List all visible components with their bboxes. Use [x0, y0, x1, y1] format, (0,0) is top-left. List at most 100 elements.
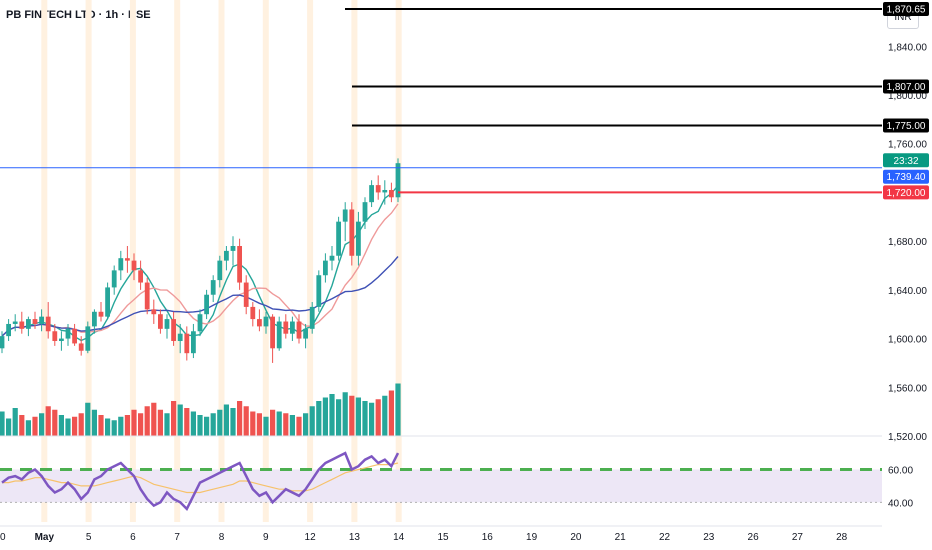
volume-bar	[382, 395, 388, 436]
candle-body	[224, 250, 229, 261]
volume-bar	[210, 413, 216, 436]
volume-bar	[45, 406, 51, 436]
volume-bar	[296, 416, 302, 436]
volume-bar	[190, 411, 196, 436]
candle-body	[125, 258, 130, 261]
rsi-line	[1, 451, 400, 512]
rsi-tick-label: 60.00	[888, 466, 913, 477]
volume-bar	[124, 415, 130, 436]
time-tick-label: 16	[482, 532, 494, 543]
volume-bar	[52, 409, 58, 436]
volume-bar	[375, 399, 381, 436]
price-tick-label: 1,640.00	[888, 286, 927, 297]
price-tick-label: 1,560.00	[888, 383, 927, 394]
volume-bar	[289, 415, 295, 436]
time-tick-label: 21	[615, 532, 627, 543]
price-tick-label: 1,520.00	[888, 432, 927, 443]
level-price-tag-bg	[883, 1, 929, 16]
candle-body	[118, 258, 124, 271]
volume-bar	[118, 416, 124, 436]
candle-body	[230, 246, 236, 251]
candle-body	[45, 316, 51, 332]
candle-body	[151, 309, 157, 315]
candle-body	[177, 333, 183, 342]
candle-body	[210, 280, 216, 295]
volume-bar	[309, 406, 315, 436]
time-tick-label: May	[35, 532, 55, 543]
candle-body	[283, 321, 289, 334]
candle-body	[369, 185, 374, 203]
volume-bar	[388, 390, 394, 436]
session-highlight	[307, 0, 314, 522]
volume-bar	[85, 402, 91, 436]
candle-body	[323, 260, 328, 276]
volume-bar	[276, 411, 282, 436]
volume-bar	[138, 413, 144, 436]
volume-bar	[151, 402, 157, 436]
candle-body	[12, 321, 18, 324]
volume-bar	[223, 404, 229, 436]
volume-bar	[237, 401, 243, 436]
time-tick-label: 23	[703, 532, 715, 543]
candle-body	[336, 221, 341, 256]
volume-bar	[131, 409, 137, 436]
candle-body	[144, 282, 150, 310]
volume-bar	[243, 406, 249, 436]
volume-bar	[98, 415, 104, 436]
volume-bar	[336, 399, 342, 436]
candle-body	[382, 189, 388, 193]
candle-body	[171, 319, 176, 342]
level-price-tag: 1,720.00	[887, 188, 926, 199]
volume-bar	[171, 401, 177, 436]
candle-body	[39, 316, 44, 324]
time-tick-label: 9	[263, 532, 269, 543]
candle-body	[290, 321, 295, 334]
level-price-tag-bg	[883, 118, 929, 133]
candle-body	[158, 314, 163, 329]
candle-body	[296, 321, 302, 339]
price-tick-label: 1,680.00	[888, 237, 927, 248]
last-price-tag: 1,739.40	[887, 172, 926, 183]
price-tick-label: 1,840.00	[888, 42, 927, 53]
time-tick-label: 5	[86, 532, 92, 543]
candle-body	[389, 189, 394, 198]
time-tick-label: 6	[130, 532, 136, 543]
time-tick-label: 30	[0, 532, 6, 543]
time-tick-label: 19	[526, 532, 538, 543]
candle-body	[217, 260, 223, 281]
time-tick-label: 15	[437, 532, 449, 543]
candle-body	[237, 246, 242, 283]
volume-bar	[111, 420, 117, 436]
volume-bar	[204, 416, 210, 436]
candle-body	[78, 343, 84, 351]
volume-bar	[25, 420, 31, 436]
volume-bar	[164, 413, 170, 436]
candle-body	[395, 163, 401, 198]
candle-body	[19, 321, 25, 329]
candle-body	[59, 338, 64, 342]
volume-bar	[184, 408, 190, 436]
candle-body	[309, 306, 315, 329]
time-tick-label: 28	[836, 532, 848, 543]
volume-bar	[12, 408, 18, 436]
time-tick-label: 22	[659, 532, 671, 543]
volume-bar	[177, 404, 183, 436]
candle-body	[362, 202, 368, 222]
time-tick-label: 20	[570, 532, 582, 543]
candle-body	[26, 319, 31, 329]
candle-body	[32, 319, 38, 324]
session-highlight	[351, 0, 358, 522]
volume-bar	[329, 394, 335, 436]
candle-body	[250, 306, 256, 320]
rsi-tick-label: 40.00	[888, 498, 913, 509]
candle-body	[111, 270, 117, 288]
time-tick-label: 14	[393, 532, 405, 543]
candle-body	[191, 331, 196, 354]
time-tick-label: 12	[305, 532, 317, 543]
candle-body	[98, 311, 104, 317]
level-price-tag: 1,870.65	[887, 4, 926, 15]
volume-bar	[355, 397, 361, 436]
session-highlight	[85, 0, 92, 522]
session-highlight	[262, 0, 269, 522]
